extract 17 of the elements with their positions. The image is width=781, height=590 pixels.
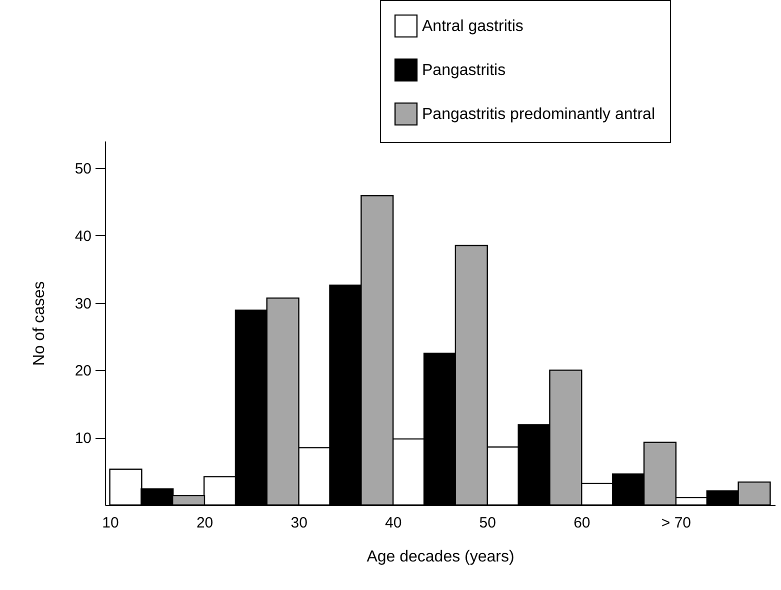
x-tick-label: > 70 [661, 514, 692, 532]
y-tick-label: 30 [74, 295, 92, 312]
x-tick-label: 20 [196, 514, 214, 532]
x-tick-label: 60 [574, 514, 590, 532]
x-tick-label: 40 [385, 514, 402, 532]
x-tick-label: 50 [479, 514, 496, 532]
y-axis-title: No of cases [30, 281, 48, 366]
legend-label: Pangastritis predominantly antral [422, 106, 656, 123]
x-tick-label: 30 [290, 514, 308, 532]
y-tick-label: 40 [74, 228, 92, 245]
x-tick-label: 10 [102, 514, 119, 532]
y-tick-label: 10 [74, 430, 92, 448]
x-axis-title: Age decades (years) [366, 548, 514, 566]
y-tick-label: 20 [74, 362, 92, 380]
legend-label: Pangastritis [422, 62, 506, 79]
legend-label: Antral gastritis [422, 18, 524, 35]
y-tick-label: 50 [74, 160, 92, 178]
